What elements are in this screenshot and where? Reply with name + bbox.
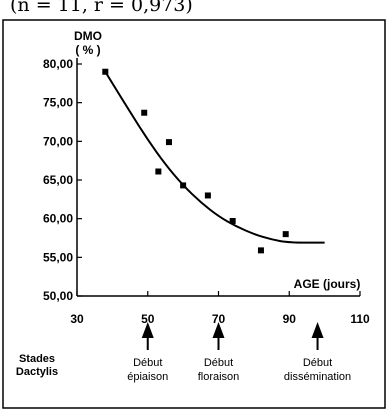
x-tick-label: 30 xyxy=(70,312,84,326)
y-tick-label: 55,00 xyxy=(43,250,73,264)
stage-marker-line2: épiaison xyxy=(127,371,168,383)
chart-header: (n = 11, r = 0,973) xyxy=(10,0,193,16)
stage-arrow-head xyxy=(311,322,324,338)
stage-marker-line2: dissémination xyxy=(284,371,351,383)
stage-marker-line1: Début xyxy=(303,357,332,369)
stage-arrow-head xyxy=(141,322,154,338)
stage-marker-line1: Début xyxy=(133,357,162,369)
chart-frame xyxy=(2,19,386,409)
y-tick-label: 65,00 xyxy=(43,173,73,187)
data-point xyxy=(282,231,289,238)
data-point xyxy=(180,182,187,189)
y-axis-label-line2: ( % ) xyxy=(75,43,100,57)
data-point xyxy=(155,168,162,175)
fit-curve xyxy=(104,71,325,244)
y-tick-group: 80,00 75,00 70,00 65,00 60,00 55,00 50,00 xyxy=(43,57,82,303)
x-tick-group: 30 50 70 90 110 xyxy=(70,291,370,326)
data-point xyxy=(165,139,172,146)
x-tick-label: 90 xyxy=(283,312,297,326)
x-tick-label: 70 xyxy=(212,312,226,326)
stage-marker-line2: floraison xyxy=(198,371,240,383)
x-tick-label: 50 xyxy=(141,312,155,326)
y-tick-label: 50,00 xyxy=(43,289,73,303)
stage-arrow-head xyxy=(212,322,225,338)
stage-label-line2: Dactylis xyxy=(16,366,58,378)
y-tick-label: 60,00 xyxy=(43,212,73,226)
data-point xyxy=(257,247,264,254)
stage-marker-line1: Début xyxy=(204,357,233,369)
x-axis-label: AGE (jours) xyxy=(294,277,361,291)
data-points xyxy=(102,68,289,254)
y-tick-label: 75,00 xyxy=(43,96,73,110)
y-tick-label: 80,00 xyxy=(43,57,73,71)
data-point xyxy=(229,217,236,224)
stage-markers: Début épiaison Début floraison Début dissémin… xyxy=(127,322,351,383)
y-tick-label: 70,00 xyxy=(43,134,73,148)
data-point xyxy=(204,192,211,199)
data-point xyxy=(102,68,109,75)
stage-label-line1: Stades xyxy=(19,353,55,365)
data-point xyxy=(141,109,148,116)
y-axis-label-line1: DMO xyxy=(74,29,102,43)
x-tick-label: 110 xyxy=(350,312,370,326)
